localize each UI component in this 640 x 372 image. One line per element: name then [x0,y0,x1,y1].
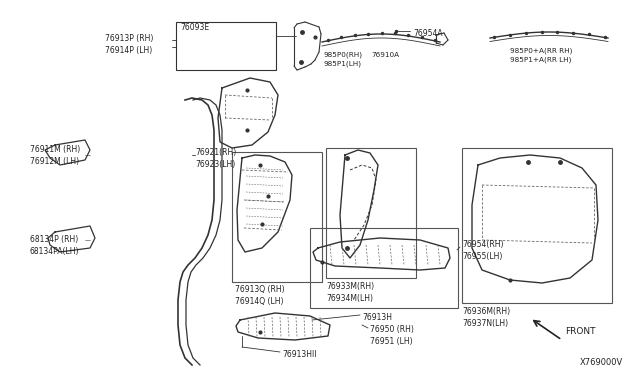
Text: 76913H: 76913H [362,313,392,322]
Text: 76911M (RH)
76912M (LH): 76911M (RH) 76912M (LH) [30,145,80,166]
Text: 76936M(RH)
76937N(LH): 76936M(RH) 76937N(LH) [462,307,510,328]
Text: 985P0+A(RR RH)
985P1+A(RR LH): 985P0+A(RR RH) 985P1+A(RR LH) [510,48,572,63]
Bar [326,148,416,278]
Bar [462,148,612,303]
Text: 76933M(RH)
76934M(LH): 76933M(RH) 76934M(LH) [326,282,374,303]
Text: 76093E: 76093E [180,23,209,32]
Text: 985P0(RH)
985P1(LH): 985P0(RH) 985P1(LH) [323,52,362,67]
Text: FRONT: FRONT [565,327,595,337]
Text: 76913Q (RH)
76914Q (LH): 76913Q (RH) 76914Q (LH) [235,285,285,306]
Text: X769000V: X769000V [580,358,623,367]
Text: 76913HII: 76913HII [282,350,317,359]
Text: 76950 (RH)
76951 (LH): 76950 (RH) 76951 (LH) [370,325,414,346]
Text: 76921(RH)
76923(LH): 76921(RH) 76923(LH) [195,148,236,169]
Text: 76910A: 76910A [371,52,399,58]
Text: 76913P (RH)
76914P (LH): 76913P (RH) 76914P (LH) [105,34,154,55]
Text: 76954(RH)
76955(LH): 76954(RH) 76955(LH) [462,240,504,261]
Bar [232,152,322,282]
Text: 76954A: 76954A [413,29,443,38]
Bar [310,228,458,308]
Bar [176,22,276,70]
Text: 68134P (RH)
68134PA(LH): 68134P (RH) 68134PA(LH) [30,235,79,256]
